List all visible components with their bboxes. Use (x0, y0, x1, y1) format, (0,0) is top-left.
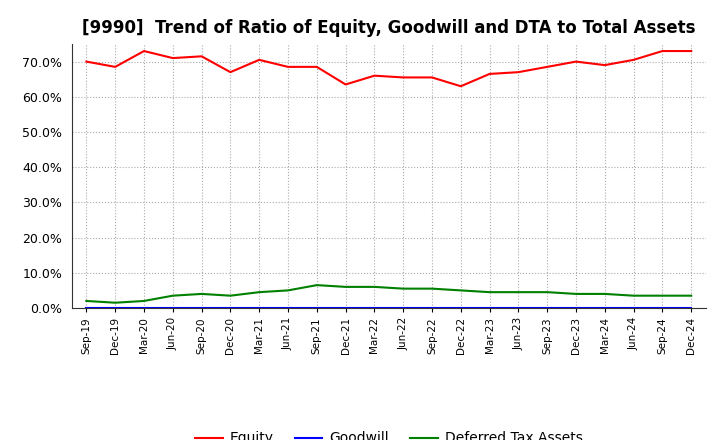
Goodwill (284, 305, 292, 311)
Goodwill (428, 305, 436, 311)
Goodwill (140, 305, 148, 311)
Deferred Tax Assets (197, 291, 206, 297)
Equity (284, 64, 292, 70)
Goodwill (255, 305, 264, 311)
Equity (600, 62, 609, 68)
Title: [9990]  Trend of Ratio of Equity, Goodwill and DTA to Total Assets: [9990] Trend of Ratio of Equity, Goodwil… (82, 19, 696, 37)
Equity (255, 57, 264, 62)
Line: Equity: Equity (86, 51, 691, 86)
Equity (485, 71, 494, 77)
Equity (111, 64, 120, 70)
Goodwill (226, 305, 235, 311)
Goodwill (168, 305, 177, 311)
Deferred Tax Assets (312, 282, 321, 288)
Equity (312, 64, 321, 70)
Equity (428, 75, 436, 80)
Equity (399, 75, 408, 80)
Equity (341, 82, 350, 87)
Equity (197, 54, 206, 59)
Goodwill (197, 305, 206, 311)
Goodwill (456, 305, 465, 311)
Deferred Tax Assets (543, 290, 552, 295)
Deferred Tax Assets (658, 293, 667, 298)
Legend: Equity, Goodwill, Deferred Tax Assets: Equity, Goodwill, Deferred Tax Assets (189, 426, 588, 440)
Goodwill (399, 305, 408, 311)
Goodwill (312, 305, 321, 311)
Deferred Tax Assets (572, 291, 580, 297)
Goodwill (82, 305, 91, 311)
Goodwill (572, 305, 580, 311)
Deferred Tax Assets (514, 290, 523, 295)
Goodwill (111, 305, 120, 311)
Deferred Tax Assets (370, 284, 379, 290)
Deferred Tax Assets (168, 293, 177, 298)
Goodwill (341, 305, 350, 311)
Equity (370, 73, 379, 78)
Deferred Tax Assets (284, 288, 292, 293)
Deferred Tax Assets (399, 286, 408, 291)
Goodwill (687, 305, 696, 311)
Deferred Tax Assets (629, 293, 638, 298)
Goodwill (485, 305, 494, 311)
Equity (514, 70, 523, 75)
Deferred Tax Assets (140, 298, 148, 304)
Deferred Tax Assets (255, 290, 264, 295)
Goodwill (600, 305, 609, 311)
Equity (226, 70, 235, 75)
Deferred Tax Assets (226, 293, 235, 298)
Deferred Tax Assets (341, 284, 350, 290)
Equity (456, 84, 465, 89)
Deferred Tax Assets (428, 286, 436, 291)
Deferred Tax Assets (600, 291, 609, 297)
Deferred Tax Assets (687, 293, 696, 298)
Equity (629, 57, 638, 62)
Goodwill (514, 305, 523, 311)
Goodwill (629, 305, 638, 311)
Deferred Tax Assets (82, 298, 91, 304)
Equity (543, 64, 552, 70)
Goodwill (658, 305, 667, 311)
Equity (140, 48, 148, 54)
Equity (658, 48, 667, 54)
Equity (168, 55, 177, 61)
Goodwill (543, 305, 552, 311)
Line: Deferred Tax Assets: Deferred Tax Assets (86, 285, 691, 303)
Deferred Tax Assets (485, 290, 494, 295)
Deferred Tax Assets (111, 300, 120, 305)
Equity (687, 48, 696, 54)
Equity (572, 59, 580, 64)
Equity (82, 59, 91, 64)
Deferred Tax Assets (456, 288, 465, 293)
Goodwill (370, 305, 379, 311)
